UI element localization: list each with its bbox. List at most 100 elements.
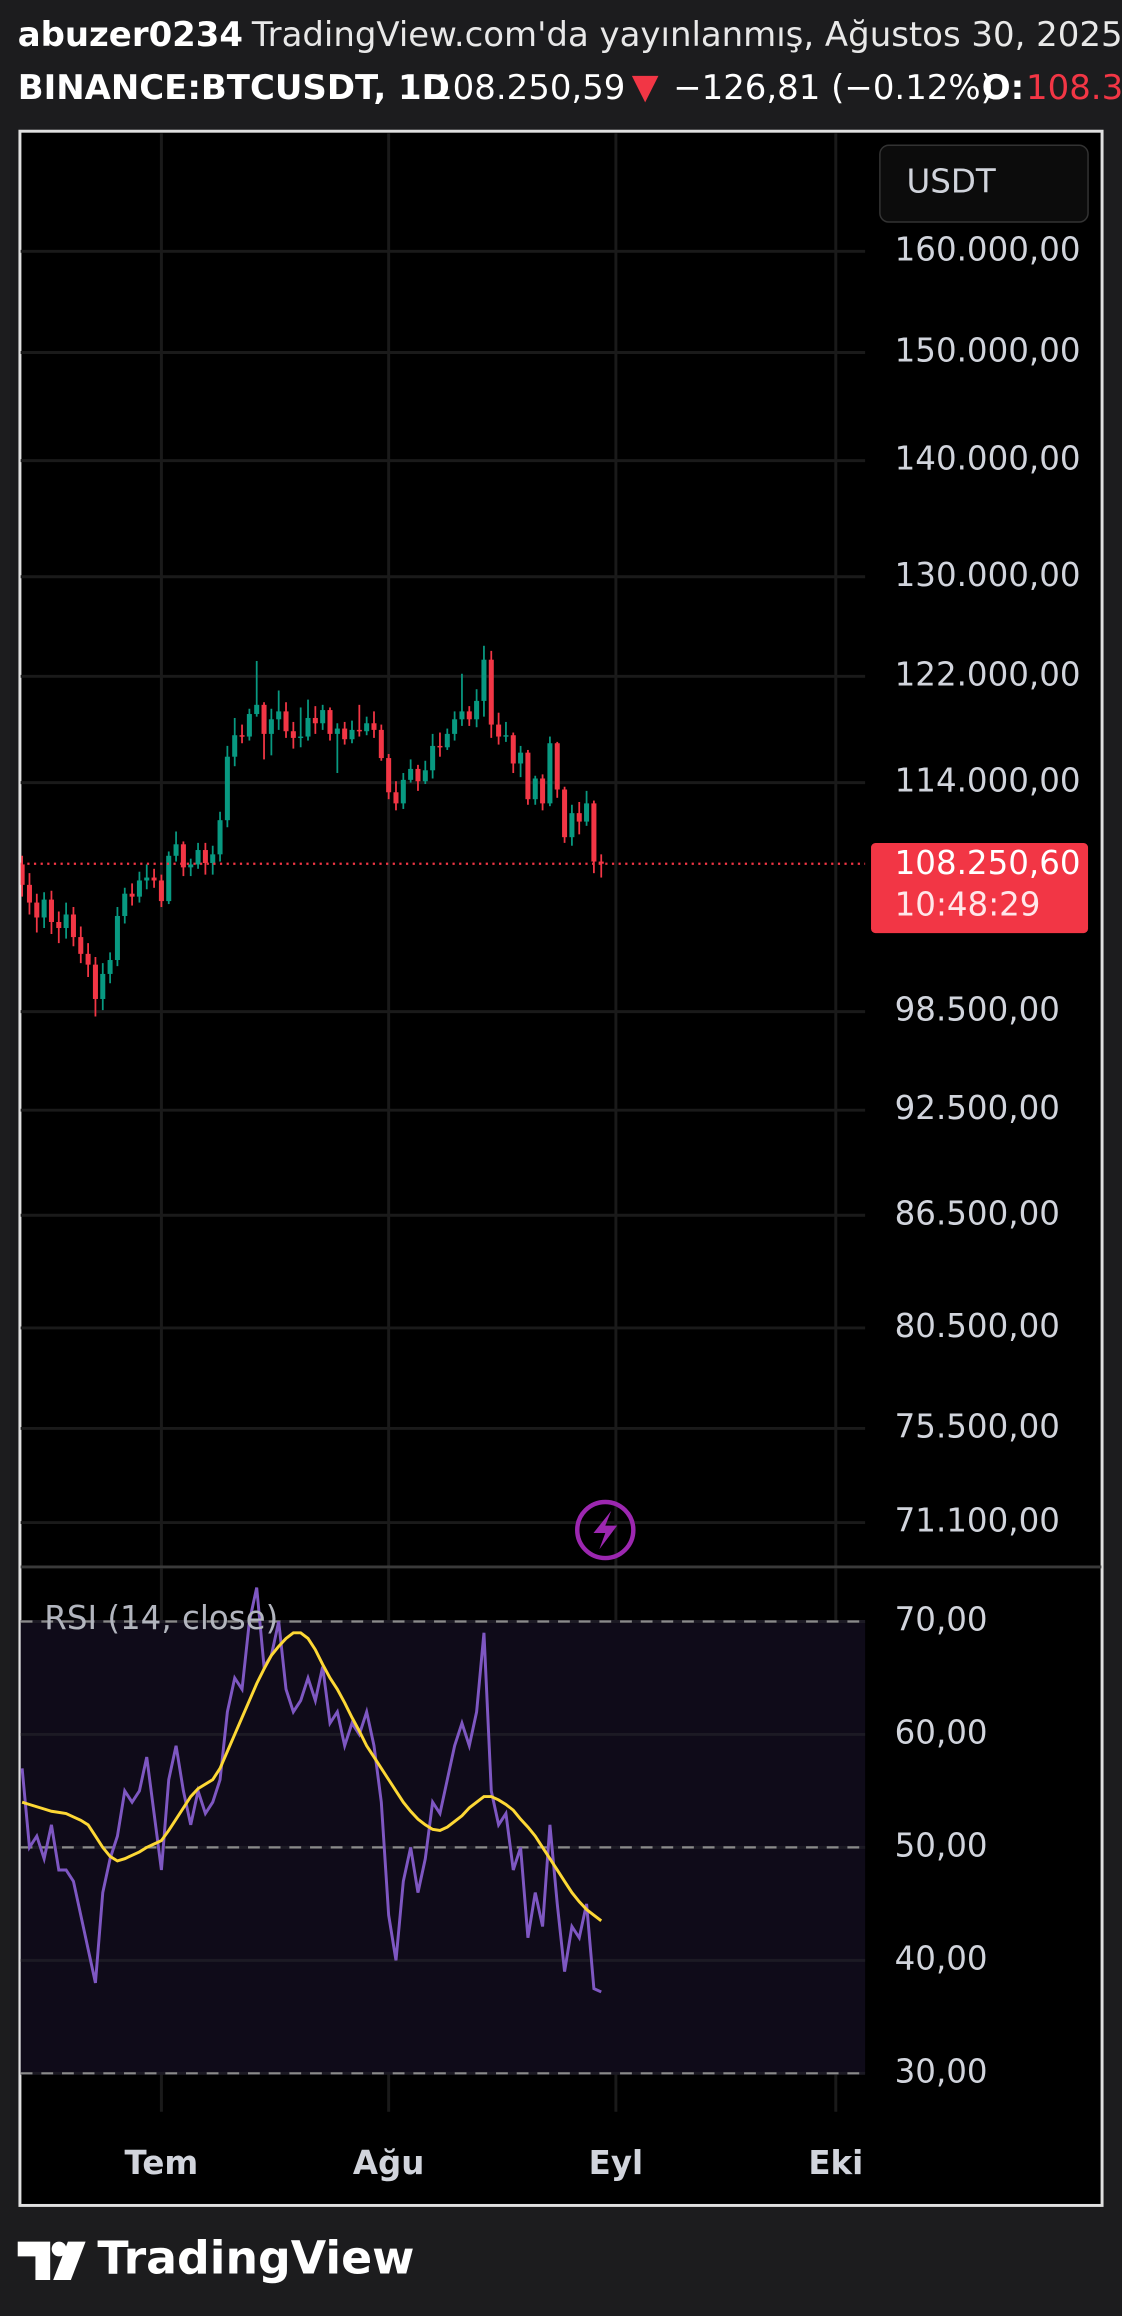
candle-body	[173, 844, 179, 856]
candle-body	[298, 736, 304, 739]
open-value: 108.3	[1026, 68, 1122, 108]
candle-body	[466, 711, 472, 720]
logo-t	[17, 2241, 51, 2280]
y-tick-label: 92.500,00	[895, 1089, 1060, 1127]
candle-body	[283, 711, 289, 732]
x-tick-label: Eyl	[589, 2144, 643, 2182]
last-price-box	[871, 843, 1089, 934]
y-tick-label: 60,00	[895, 1713, 988, 1751]
candle-body	[26, 884, 32, 903]
y-tick-label: 71.100,00	[895, 1502, 1060, 1540]
candle-body	[364, 723, 370, 732]
candle-body	[166, 855, 172, 902]
unit-box	[879, 144, 1089, 223]
candle-body	[129, 893, 135, 897]
y-tick-label: 160.000,00	[895, 230, 1081, 268]
candle-body	[320, 710, 326, 724]
candle-body	[584, 803, 590, 822]
candle-body	[268, 719, 274, 734]
candle-body	[349, 729, 355, 740]
candle-body	[232, 735, 238, 757]
candle-body	[188, 864, 194, 868]
change: −126,81 (−0.12%)	[673, 68, 994, 108]
y-tick-label: 30,00	[895, 2052, 988, 2090]
candle-body	[217, 820, 223, 855]
candle-body	[400, 779, 406, 804]
y-tick-label: 150.000,00	[895, 331, 1081, 369]
candle-body	[386, 758, 392, 793]
candle-body	[591, 803, 597, 862]
candle-body	[576, 813, 582, 822]
candle-body	[540, 778, 546, 804]
alert-circle	[575, 1499, 636, 1561]
candle-body	[202, 850, 208, 864]
y-tick-label: 130.000,00	[895, 556, 1081, 594]
last-price-label: 108.250,60	[895, 844, 1081, 882]
candle-body	[136, 880, 142, 897]
candle-body	[598, 861, 604, 864]
candle-body	[210, 854, 216, 864]
y-tick-label: 50,00	[895, 1826, 988, 1864]
logo-v	[53, 2241, 86, 2280]
candle-body	[261, 704, 267, 734]
candle-body	[34, 902, 40, 918]
y-tick-label: 122.000,00	[895, 655, 1081, 693]
y-tick-label: 80.500,00	[895, 1307, 1060, 1345]
candle-body	[488, 659, 494, 725]
candle-body	[554, 743, 560, 790]
candle-body	[107, 960, 113, 974]
down-arrow	[631, 75, 659, 103]
unit: USDT	[906, 163, 995, 201]
user: abuzer0234	[18, 15, 243, 55]
candle-body	[496, 724, 502, 737]
candle-body	[378, 729, 384, 759]
open-label: O:	[982, 68, 1024, 108]
lines	[20, 1587, 603, 1994]
candle-body	[48, 899, 54, 922]
indicator-title: RSI (14, close)	[44, 1599, 278, 1637]
candles	[20, 645, 604, 1017]
candle-body	[100, 973, 106, 999]
candle-body	[481, 659, 487, 701]
candle-body	[180, 844, 186, 868]
symbol-line: BINANCE:BTCUSDT, 1D 108.250,59 −126,81 (…	[18, 68, 1122, 108]
y-tick-label: 98.500,00	[895, 991, 1060, 1029]
countdown: 10:48:29	[895, 886, 1041, 924]
candle-body	[78, 937, 84, 954]
candle-body	[276, 711, 282, 720]
candle-body	[20, 864, 25, 885]
candle-body	[415, 768, 421, 782]
logo-dot	[51, 2241, 67, 2257]
rsi-pane: RSI (14, close)	[20, 1568, 866, 2112]
candle-body	[239, 735, 245, 737]
candle-body	[290, 731, 296, 738]
candle-body	[158, 880, 164, 902]
y-tick-label: 70,00	[895, 1601, 988, 1639]
candle-body	[430, 745, 436, 771]
y-tick-label: 86.500,00	[895, 1194, 1060, 1232]
candle-body	[305, 717, 311, 737]
candle-body	[393, 792, 399, 804]
published: TradingView.com'da yayınlanmış, Ağustos …	[251, 15, 1122, 55]
candle-body	[459, 711, 465, 720]
candle-body	[422, 770, 428, 782]
candle-body	[70, 914, 76, 938]
rsi-line	[20, 1587, 602, 1994]
x-tick-label: Tem	[125, 2144, 199, 2182]
alert-icon	[575, 1499, 636, 1561]
x-tick-label: Eki	[808, 2144, 863, 2182]
candle-body	[510, 735, 516, 764]
brand: TradingView	[97, 2231, 414, 2284]
candle-body	[114, 915, 120, 961]
candle-body	[312, 717, 318, 724]
candle-body	[532, 778, 538, 800]
candle-body	[518, 752, 524, 764]
candle-body	[92, 964, 98, 999]
y-tick-label: 114.000,00	[895, 762, 1081, 800]
candle-body	[195, 850, 201, 865]
y-tick-label: 75.500,00	[895, 1407, 1060, 1445]
candle-body	[246, 714, 252, 737]
symbol: BINANCE:BTCUSDT, 1D	[18, 68, 450, 108]
